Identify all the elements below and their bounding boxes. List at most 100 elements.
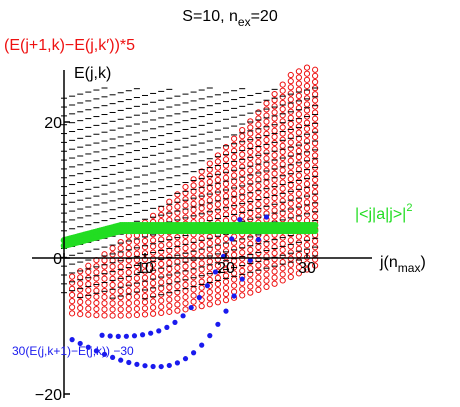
red-data-point <box>263 130 270 137</box>
red-data-point <box>182 196 189 203</box>
red-data-point <box>247 118 254 125</box>
red-data-point <box>271 176 278 183</box>
red-data-point <box>279 93 286 100</box>
red-data-point <box>279 210 286 217</box>
red-data-point <box>255 158 262 165</box>
red-data-point <box>312 213 319 220</box>
red-data-point <box>206 264 213 271</box>
red-data-point <box>312 146 319 153</box>
x-label-tail: ) <box>420 254 425 271</box>
red-data-point <box>77 280 84 287</box>
red-data-point <box>231 190 238 197</box>
red-data-point <box>174 283 181 290</box>
blue-data-point <box>99 332 105 338</box>
red-data-point <box>271 152 278 159</box>
red-data-point <box>214 207 221 214</box>
red-data-point <box>279 161 286 168</box>
blue-data-point <box>204 283 210 289</box>
blue-data-point <box>123 333 129 339</box>
green-data-point <box>311 227 319 235</box>
red-data-point <box>239 188 246 195</box>
green-label-superscript: 2 <box>406 202 412 214</box>
red-data-point <box>287 151 294 158</box>
red-data-point <box>279 87 286 94</box>
title-tail: =20 <box>251 8 278 25</box>
red-data-point <box>174 270 181 278</box>
red-data-point <box>255 121 262 128</box>
red-data-point <box>125 269 132 276</box>
red-data-point <box>182 281 189 288</box>
blue-data-point <box>191 350 197 356</box>
red-data-point <box>287 243 294 250</box>
red-data-point <box>190 249 197 256</box>
red-data-point <box>255 243 262 251</box>
red-data-point <box>190 292 197 299</box>
blue-data-point <box>231 293 237 299</box>
red-data-point <box>158 242 165 249</box>
red-data-point <box>239 169 246 177</box>
red-data-point <box>158 205 165 212</box>
red-data-point <box>255 201 262 208</box>
blue-data-point <box>69 337 75 343</box>
red-data-point <box>206 276 213 283</box>
red-data-point <box>190 286 197 293</box>
red-data-point <box>198 290 205 298</box>
red-data-point <box>182 202 189 209</box>
red-data-point <box>198 303 205 310</box>
red-data-point <box>295 251 302 259</box>
red-data-point <box>101 263 108 270</box>
title-main: S=10, n <box>182 8 238 25</box>
red-data-point <box>93 312 100 319</box>
y-tick-label: −20 <box>35 387 62 404</box>
red-data-point <box>206 197 213 204</box>
red-data-point <box>271 103 278 110</box>
red-data-point <box>117 263 124 270</box>
red-data-point <box>109 288 116 295</box>
blue-data-point <box>93 348 99 354</box>
red-data-point <box>85 262 92 269</box>
red-data-point <box>222 211 230 218</box>
red-data-point <box>69 310 76 317</box>
red-data-point <box>295 105 302 112</box>
red-data-point <box>255 194 262 202</box>
red-data-point <box>312 195 319 202</box>
red-data-point <box>312 176 319 184</box>
red-data-point <box>303 144 311 151</box>
blue-data-point <box>255 236 261 243</box>
red-data-point <box>263 149 270 156</box>
red-data-point <box>133 250 140 257</box>
red-data-point <box>312 72 319 79</box>
red-data-point <box>69 279 76 286</box>
red-data-point <box>271 256 278 263</box>
red-data-point <box>312 103 319 110</box>
red-data-point <box>133 311 140 319</box>
red-data-point <box>222 174 230 181</box>
red-data-point <box>158 285 165 292</box>
blue-data-point <box>150 363 156 370</box>
red-data-point <box>222 199 230 206</box>
red-data-point <box>166 278 173 285</box>
red-data-point <box>239 163 246 170</box>
red-data-point <box>174 258 181 265</box>
red-data-point <box>279 142 286 149</box>
red-data-point <box>303 64 311 71</box>
red-data-point <box>150 267 157 275</box>
blue-data-point <box>239 276 245 282</box>
red-data-point <box>198 205 205 212</box>
red-data-point <box>271 250 278 257</box>
red-data-point <box>295 196 302 204</box>
red-data-point <box>231 178 238 185</box>
red-data-point <box>287 261 294 268</box>
red-data-point <box>231 251 238 259</box>
red-data-point <box>263 277 270 284</box>
red-data-point <box>77 286 84 293</box>
red-data-point <box>158 260 165 268</box>
red-data-point <box>263 198 270 205</box>
red-data-point <box>214 170 221 177</box>
red-data-point <box>247 271 254 278</box>
red-data-point <box>231 209 238 216</box>
red-data-point <box>271 182 278 189</box>
red-data-point <box>206 233 213 241</box>
red-data-point <box>255 127 262 134</box>
red-data-point <box>141 274 149 281</box>
